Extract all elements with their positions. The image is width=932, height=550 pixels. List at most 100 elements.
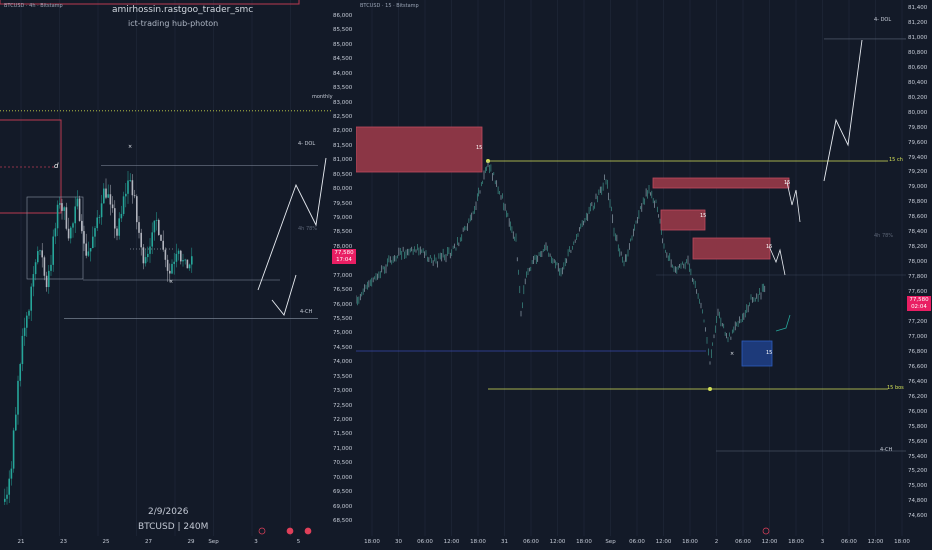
right-price-axis-label: 78,200: [908, 244, 928, 251]
left-candle-body: [26, 315, 28, 328]
zone-reaction-path-2: [768, 245, 786, 276]
left-candle-body: [83, 231, 85, 244]
left-time-label: 21: [17, 539, 25, 545]
author-watermark: amirhossin.rastgoo_trader_smc: [112, 5, 254, 15]
left-candle-body: [61, 203, 63, 211]
event-marker-icon: [286, 527, 294, 535]
left-candle-body: [105, 188, 107, 198]
left-candle-body: [153, 220, 156, 233]
supply-zone-3: [692, 237, 771, 260]
x-marker: ×: [169, 279, 173, 285]
left-price-axis-label: 68,500: [333, 518, 353, 525]
right-time-label: 18:00: [894, 539, 910, 545]
right-price-axis-label: 79,600: [908, 139, 928, 146]
left-price-tag-time: 17:04: [336, 256, 352, 263]
right-price-axis-label: 79,400: [908, 154, 928, 161]
zone-15-label-5: 15: [766, 350, 773, 356]
right-price-axis-label: 76,200: [908, 393, 928, 400]
zone-15-label-3: 15: [700, 213, 707, 219]
right-price-axis[interactable]: 81,400 81,200 81,000 80,800 80,600 80,400 80,2…: [906, 0, 932, 550]
left-candle-body: [122, 196, 125, 214]
x-marker: ×: [730, 351, 734, 357]
right-chart-pane[interactable]: × BTCUSD · 15 · Bitstamp 4- DOL 15 ch 15…: [356, 0, 910, 550]
left-candle-body: [6, 494, 8, 499]
left-price-axis-label: 74,500: [333, 344, 353, 351]
left-candle-body: [4, 498, 6, 502]
left-price-axis-label: 82,500: [333, 114, 353, 120]
range-box: [26, 196, 84, 280]
right-price-axis-label: 74,600: [908, 513, 928, 520]
right-time-label: 31: [501, 539, 508, 545]
left-chart-pane[interactable]: × × BTCUSD · 4h · Bitstamp amirhossin.ras…: [0, 0, 333, 550]
right-price-axis-label: 81,200: [908, 19, 928, 26]
left-price-axis-label: 76,000: [333, 301, 353, 308]
left-candle-body: [125, 193, 127, 197]
right-time-label: 18:00: [682, 539, 698, 545]
left-candle-body: [107, 194, 109, 198]
left-candle-body: [30, 286, 32, 311]
left-candle-body: [37, 251, 39, 263]
left-candle-body: [41, 250, 43, 258]
left-price-axis[interactable]: 86,000 85,500 85,000 84,500 84,000 83,500 83,0…: [332, 0, 356, 550]
left-candle-body: [21, 335, 24, 365]
left-price-axis-label: 86,000: [333, 13, 353, 19]
right-price-axis-label: 78,000: [908, 259, 928, 266]
left-current-price-tag: 77,580 17:04: [332, 249, 356, 264]
left-price-axis-label: 84,000: [333, 70, 353, 77]
right-projection-path: [823, 39, 863, 182]
left-candle-body: [129, 180, 131, 182]
left-candle-body: [177, 250, 180, 254]
left-candle-body: [171, 263, 173, 274]
right-price-axis-label: 79,000: [908, 184, 928, 191]
left-candle-body: [12, 430, 15, 469]
left-candle-body: [166, 259, 169, 271]
right-time-label: 18:00: [788, 539, 804, 545]
left-price-axis-label: 75,000: [333, 330, 353, 337]
left-candle-body: [89, 248, 92, 252]
left-candle-body: [87, 251, 90, 256]
supply-zone-2: [660, 209, 706, 231]
left-candle-body: [50, 264, 52, 271]
right-price-axis-label: 80,200: [908, 94, 928, 101]
right-price-axis-label: 81,400: [908, 5, 928, 11]
right-time-label: 18:00: [470, 539, 486, 545]
left-price-axis-label: 72,500: [333, 402, 353, 409]
right-time-label: 06:00: [841, 539, 857, 545]
right-time-label: 12:00: [655, 539, 672, 545]
right-chart-canvas[interactable]: ×: [356, 0, 906, 550]
right-time-label: 06:00: [417, 539, 433, 545]
supply-zone-large: [356, 126, 483, 173]
right-price-axis-label: 80,400: [908, 79, 928, 86]
left-time-label: 23: [60, 539, 67, 545]
event-marker-icon: [762, 527, 770, 535]
left-candle-body: [127, 180, 129, 194]
left-candle-body: [155, 220, 158, 221]
left-price-axis-label: 83,000: [333, 99, 353, 106]
x-marker: ×: [128, 144, 132, 150]
left-candle-body: [98, 217, 101, 218]
left-price-axis-label: 74,000: [333, 359, 353, 366]
left-candle-body: [149, 246, 151, 254]
left-candle-body: [109, 194, 112, 205]
left-candle-body: [8, 478, 10, 495]
left-price-axis-label: 82,000: [333, 128, 353, 135]
left-candle-body: [28, 310, 30, 316]
left-price-axis-label: 78,500: [333, 229, 353, 236]
right-time-label: 12:00: [549, 539, 566, 545]
right-time-label: 06:00: [629, 539, 645, 545]
left-candle-body: [15, 414, 17, 431]
left-candle-body: [19, 364, 21, 381]
left-dol-label: 4- DOL: [298, 141, 316, 147]
left-candle-body: [45, 275, 48, 288]
left-price-axis-label: 78,000: [333, 243, 353, 250]
left-price-axis-label: 72,000: [333, 417, 353, 424]
left-price-axis-label: 69,500: [333, 489, 353, 496]
right-time-label: 06:00: [735, 539, 751, 545]
supply-zone-1: [652, 177, 790, 189]
right-time-label: 18:00: [364, 539, 380, 545]
right-price-tag-value: 77,580: [909, 297, 929, 303]
right-time-label: 18:00: [576, 539, 592, 545]
projection-path-up: [257, 157, 327, 291]
left-chart-canvas[interactable]: ××: [0, 0, 332, 550]
left-price-axis-label: 80,000: [333, 186, 353, 193]
